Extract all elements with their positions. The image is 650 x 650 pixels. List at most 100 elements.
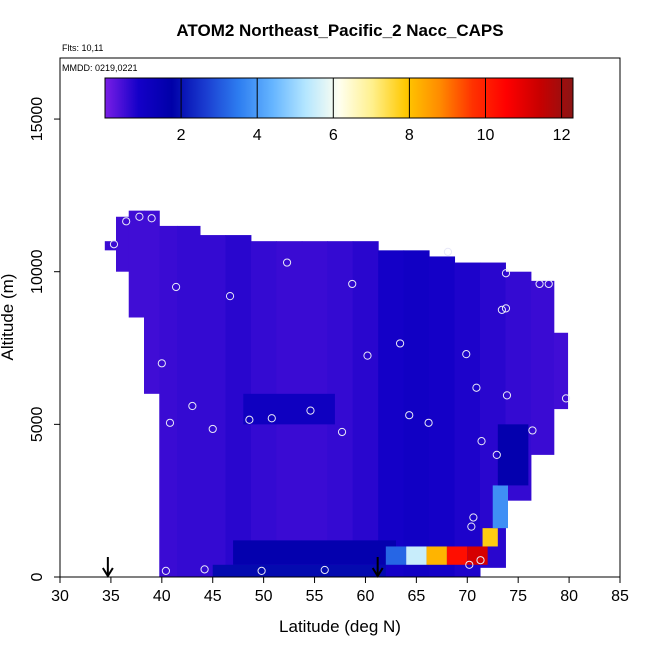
- sample-point: [188, 401, 197, 411]
- y-tick-label: 5000: [29, 406, 46, 442]
- data-column: [144, 210, 160, 394]
- x-tick-label: 55: [306, 588, 324, 605]
- sample-point: [501, 304, 511, 313]
- colorbar-tick-label: 8: [405, 127, 414, 144]
- y-tick-label: 15000: [29, 97, 46, 142]
- sample-point: [225, 292, 235, 301]
- colorbar-tick-label: 6: [329, 127, 338, 144]
- sample-point: [443, 247, 453, 256]
- sample-point: [467, 522, 476, 531]
- sample-point: [165, 418, 175, 427]
- x-tick-label: 70: [458, 588, 476, 605]
- x-tick-label: 50: [255, 588, 273, 605]
- sample-point: [245, 415, 254, 424]
- flight-arrow-head: [371, 567, 384, 578]
- sample-point: [147, 214, 156, 223]
- sample-point: [477, 437, 486, 446]
- colorbar-gradient: [104, 77, 574, 119]
- data-column: [429, 256, 456, 577]
- chart-title: ATOM2 Northeast_Pacific_2 Nacc_CAPS: [176, 21, 503, 40]
- x-tick-label: 45: [204, 588, 222, 605]
- data-feature-cell: [406, 546, 427, 565]
- data-column: [403, 250, 430, 577]
- sample-point: [337, 427, 347, 437]
- sample-point: [502, 391, 512, 400]
- sample-point: [535, 279, 544, 289]
- data-feature-cell: [385, 546, 407, 565]
- sample-point: [135, 212, 144, 221]
- sample-point: [424, 418, 433, 427]
- sample-point: [462, 350, 471, 359]
- sample-point: [320, 565, 329, 575]
- sample-point: [109, 240, 119, 249]
- sample-point: [122, 217, 131, 226]
- data-feature-cell: [446, 546, 468, 565]
- sample-point: [267, 414, 276, 423]
- data-column: [530, 280, 555, 455]
- sample-point: [528, 426, 537, 435]
- flights-text: Flts: 10,11: [62, 43, 103, 53]
- data-column: [200, 235, 226, 577]
- colorbar-tick-label: 4: [253, 127, 262, 144]
- x-tick-label: 60: [357, 588, 375, 605]
- data-column: [454, 262, 481, 577]
- x-tick-label: 75: [509, 588, 527, 605]
- dates-text: MMDD: 0219,0221: [62, 63, 138, 73]
- data-column: [128, 210, 145, 318]
- data-feature-cell: [233, 540, 396, 565]
- sample-point: [492, 450, 501, 459]
- sample-point: [465, 560, 474, 569]
- data-column: [378, 250, 405, 577]
- data-feature-cell: [482, 528, 498, 547]
- data-feature-cell: [497, 424, 529, 486]
- data-feature-cell: [492, 485, 508, 529]
- colorbar-tick-label: 10: [477, 127, 495, 144]
- sample-point: [469, 513, 478, 522]
- plot-frame: [59, 57, 621, 578]
- sample-point: [405, 411, 414, 420]
- data-column: [352, 241, 379, 578]
- sample-point: [208, 424, 217, 434]
- sample-point: [476, 556, 485, 565]
- x-tick-label: 85: [611, 588, 629, 605]
- sample-point: [306, 406, 315, 415]
- data-column: [116, 216, 130, 272]
- flight-arrow-head: [102, 567, 114, 578]
- sample-point: [257, 566, 266, 575]
- sample-point: [348, 279, 357, 289]
- sample-point: [363, 351, 372, 360]
- data-feature-cell: [212, 564, 386, 577]
- sample-point: [544, 279, 553, 289]
- x-tick-label: 65: [407, 588, 425, 605]
- x-tick-label: 35: [102, 588, 120, 605]
- sample-point: [171, 282, 181, 292]
- colorbar: 2 4 6 8 10 12: [104, 77, 574, 144]
- sample-point: [501, 269, 511, 278]
- sample-point: [497, 305, 506, 314]
- y-axis-label: Altitude (m): [0, 274, 17, 361]
- data-layer: [104, 210, 569, 578]
- data-column: [159, 225, 178, 578]
- sample-point: [282, 258, 292, 267]
- x-axis-label: Latitude (deg N): [279, 617, 401, 636]
- colorbar-tick-label: 12: [553, 127, 571, 144]
- sample-point: [161, 566, 170, 575]
- data-column: [177, 225, 201, 578]
- data-feature-cell: [467, 546, 488, 565]
- colorbar-tick-label: 2: [177, 127, 186, 144]
- y-axis: 0 5000 10000 15000: [29, 97, 60, 581]
- colorbar-ticks: 2 4 6 8 10 12: [177, 78, 571, 144]
- sample-point: [395, 339, 405, 348]
- sample-point: [157, 359, 166, 368]
- data-column: [553, 332, 569, 410]
- sample-point: [200, 565, 209, 574]
- y-tick-label: 10000: [29, 249, 46, 294]
- flight-arrows: [102, 557, 384, 578]
- x-axis: 30 35 40 45 50 55 60 65 70 75 80 85: [51, 577, 629, 605]
- data-feature-cell: [243, 393, 335, 425]
- x-tick-label: 80: [560, 588, 578, 605]
- x-tick-label: 30: [51, 588, 69, 605]
- sample-point: [472, 383, 481, 392]
- x-tick-label: 40: [153, 588, 171, 605]
